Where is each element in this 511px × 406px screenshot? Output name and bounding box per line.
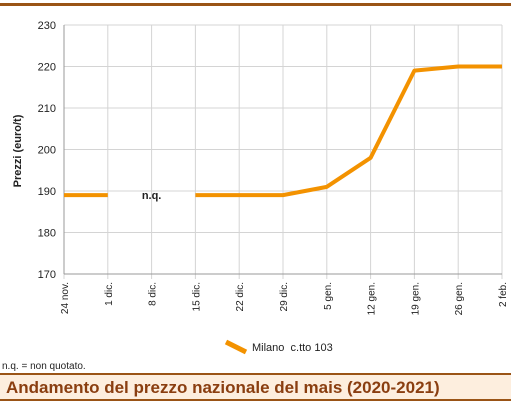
x-tick-label: 22 dic. (235, 282, 246, 311)
label-layer: 170 180 190 200 210 220 230 24 nov. 1 dic. 8 dic.… (38, 20, 509, 315)
x-tick-label: 5 gen. (323, 282, 334, 310)
x-tick-label: 29 dic. (279, 282, 290, 311)
legend-swatch (224, 339, 248, 355)
x-tick-label: 8 dic. (148, 282, 159, 306)
legend-label: Milano c.tto 103 (252, 342, 333, 354)
x-tick-label: 15 dic. (191, 282, 202, 311)
footnote: n.q. = non quotato. (2, 361, 86, 372)
x-tick-label: 2 feb. (498, 282, 509, 307)
caption-bar: Andamento del prezzo nazionale del mais … (0, 373, 511, 401)
y-tick-label: 220 (38, 62, 56, 74)
nq-annotation: n.q. (142, 190, 162, 202)
x-tick-label: 26 gen. (454, 282, 465, 315)
top-rule (0, 3, 511, 6)
chart-caption: Andamento del prezzo nazionale del mais … (6, 378, 440, 397)
x-tick-label: 1 dic. (104, 282, 115, 306)
y-tick-label: 190 (38, 186, 56, 198)
y-tick-label: 230 (38, 20, 56, 32)
series-line-segment (195, 64, 502, 198)
x-tick-label: 24 nov. (60, 282, 71, 314)
y-tick-label: 180 (38, 228, 56, 240)
y-tick-label: 200 (38, 145, 56, 157)
y-tick-label: 170 (38, 269, 56, 281)
legend: Milano c.tto 103 (224, 339, 333, 355)
grid-layer (63, 24, 503, 279)
price-line-chart: 170 180 190 200 210 220 230 24 nov. 1 dic. 8 dic.… (12, 20, 509, 355)
series-layer (64, 64, 502, 198)
axis-layer (63, 25, 502, 275)
x-tick-label: 12 gen. (367, 282, 378, 315)
x-tick-label: 19 gen. (410, 282, 421, 315)
y-axis-label: Prezzi (euro/t) (12, 114, 24, 187)
y-tick-label: 210 (38, 103, 56, 115)
